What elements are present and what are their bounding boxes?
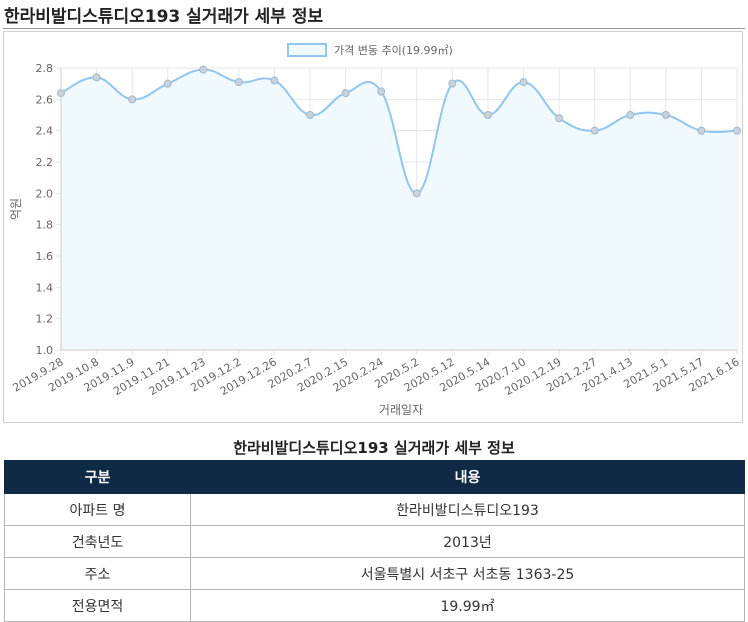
data-point <box>697 126 706 135</box>
page-title: 한라비발디스튜디오193 실거래가 세부 정보 <box>4 7 324 27</box>
table-header-row: 구분 내용 <box>4 460 745 494</box>
header-content: 내용 <box>190 460 745 494</box>
data-point <box>412 189 421 198</box>
detail-table: 구분 내용 아파트 명 한라비발디스튜디오193 건축년도 2013년 주소 서… <box>4 460 745 622</box>
data-point <box>448 79 457 88</box>
y-tick-label: 1.6 <box>36 250 54 263</box>
row-label-build-year: 건축년도 <box>4 525 191 558</box>
data-point <box>199 65 208 74</box>
row-label-area: 전용면적 <box>4 589 191 622</box>
table-row: 건축년도 2013년 <box>4 525 745 558</box>
row-value-area: 19.99㎡ <box>190 589 745 622</box>
data-point <box>483 111 492 119</box>
price-chart: 1.0 1.2 1.4 1.6 1.8 2.0 2.2 2.4 2.6 2.8 2019.9.28 2… <box>3 31 743 423</box>
legend-label: 가격 변동 추이(19.99㎡) <box>334 44 453 57</box>
y-axis-title: 억원 <box>9 198 23 220</box>
data-point <box>306 111 315 119</box>
data-point <box>733 126 741 135</box>
data-point <box>341 89 350 98</box>
data-point <box>163 79 172 88</box>
row-label-apartment-name: 아파트 명 <box>4 493 191 526</box>
table-row: 주소 서울특별시 서초구 서초동 1363-25 <box>4 557 745 590</box>
title-divider <box>3 28 745 29</box>
row-label-address: 주소 <box>4 557 191 590</box>
data-point <box>270 76 279 85</box>
data-point <box>377 87 386 96</box>
data-point <box>590 126 599 135</box>
row-value-address: 서울특별시 서초구 서초동 1363-25 <box>190 557 745 590</box>
row-value-build-year: 2013년 <box>190 525 745 558</box>
y-tick-label: 2.8 <box>36 62 54 75</box>
y-tick-label: 1.8 <box>36 219 54 232</box>
legend-swatch <box>287 43 327 57</box>
y-tick-label: 1.0 <box>36 344 54 357</box>
line-chart-svg: 1.01.21.41.61.82.02.22.42.62.82019.9.282… <box>9 43 742 417</box>
header-category: 구분 <box>4 460 191 494</box>
series-area-fill <box>61 69 737 351</box>
y-tick-label: 2.4 <box>36 125 54 138</box>
row-value-apartment-name: 한라비발디스튜디오193 <box>190 493 745 526</box>
y-tick-label: 2.0 <box>36 187 54 200</box>
table-title: 한라비발디스튜디오193 실거래가 세부 정보 <box>233 439 515 457</box>
y-tick-label: 2.6 <box>36 93 54 106</box>
data-point <box>128 95 137 104</box>
y-tick-label: 2.2 <box>36 156 54 169</box>
y-tick-label: 1.4 <box>36 281 54 294</box>
data-point <box>555 114 564 123</box>
data-point <box>519 78 528 87</box>
series-line <box>60 68 738 195</box>
data-point <box>234 78 243 87</box>
data-point <box>92 73 101 82</box>
table-row: 전용면적 19.99㎡ <box>4 589 745 622</box>
data-point <box>626 111 635 119</box>
x-axis-title: 거래일자 <box>379 403 423 417</box>
table-row: 아파트 명 한라비발디스튜디오193 <box>4 493 745 526</box>
data-point <box>661 111 670 119</box>
y-tick-label: 1.2 <box>36 313 54 326</box>
